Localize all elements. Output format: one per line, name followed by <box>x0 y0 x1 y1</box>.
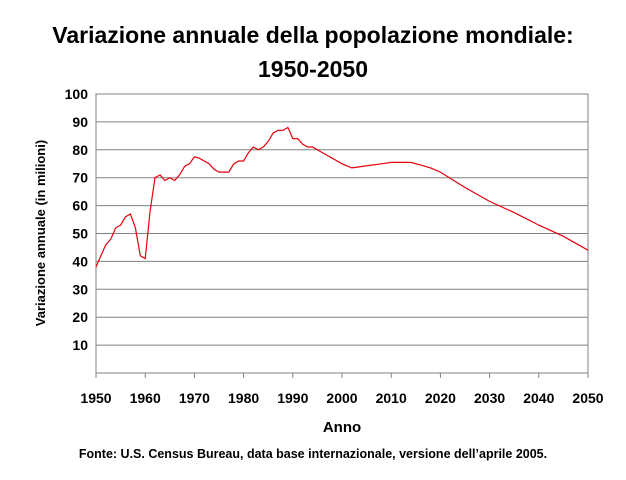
chart-title: Variazione annuale della popolazione mon… <box>52 22 574 48</box>
x-tick-label: 1970 <box>179 390 210 406</box>
y-tick-label: 90 <box>72 114 88 130</box>
series-line <box>95 126 589 268</box>
chart-subtitle: 1950-2050 <box>258 56 368 82</box>
y-tick-label: 10 <box>72 337 88 353</box>
x-tick-label: 1980 <box>228 390 259 406</box>
x-tick-label: 2030 <box>474 390 505 406</box>
y-axis-ticks: 10 20 30 40 50 60 70 80 90 100 <box>65 86 89 353</box>
x-tick-label: 1960 <box>130 390 161 406</box>
y-tick-label: 30 <box>72 281 88 297</box>
source-note: Fonte: U.S. Census Bureau, data base int… <box>78 447 548 461</box>
y-tick-label: 40 <box>72 253 88 269</box>
x-tick-label: 2010 <box>376 390 407 406</box>
x-tick-label: 2000 <box>326 390 357 406</box>
y-tick-label: 80 <box>72 142 88 158</box>
y-tick-label: 70 <box>72 170 88 186</box>
x-axis-ticks: 1950 1960 1970 1980 1990 2000 2010 2020 2030 2040… <box>80 373 604 406</box>
y-tick-label: 20 <box>72 309 88 325</box>
y-tick-label: 50 <box>72 226 88 242</box>
x-tick-label: 2040 <box>523 390 554 406</box>
gridlines <box>96 121 588 346</box>
y-tick-label: 60 <box>72 198 88 214</box>
x-tick-label: 1950 <box>80 390 111 406</box>
x-tick-label: 1990 <box>277 390 308 406</box>
y-axis-label: Variazione annuale (in milioni) <box>33 140 48 326</box>
y-tick-label: 100 <box>65 86 89 102</box>
x-tick-label: 2050 <box>572 390 603 406</box>
x-axis-label: Anno <box>323 419 361 436</box>
x-tick-label: 2020 <box>425 390 456 406</box>
